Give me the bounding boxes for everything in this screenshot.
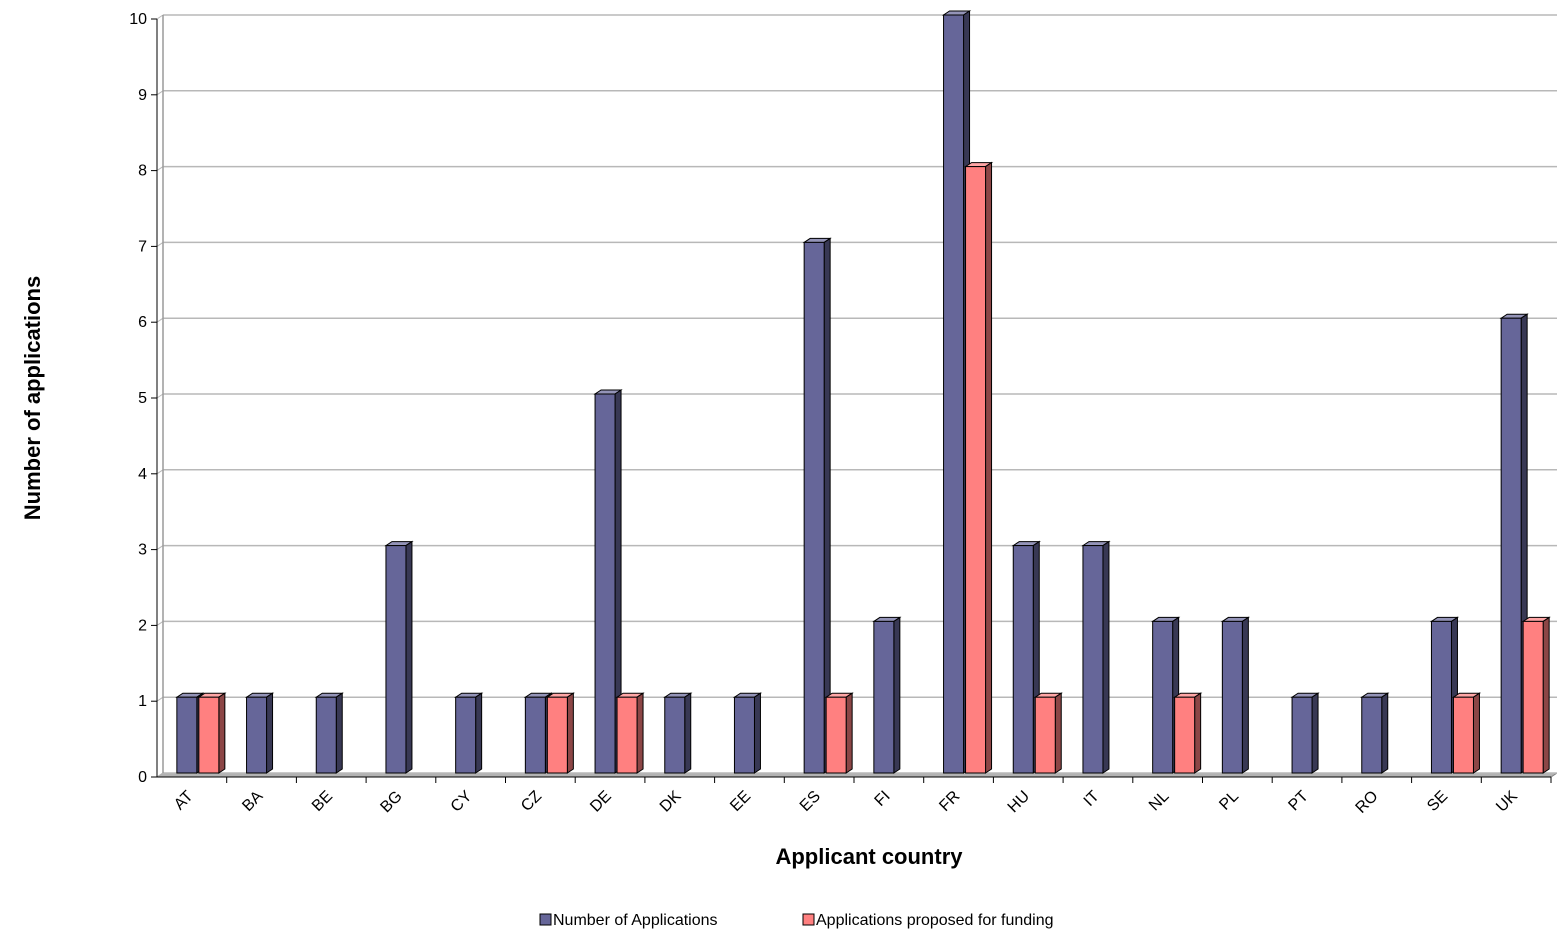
- x-tick-label-ba: BA: [239, 788, 266, 815]
- x-tick-label-ro: RO: [1353, 788, 1382, 817]
- x-tick-label-cy: CY: [448, 788, 476, 816]
- x-tick-label-be: BE: [309, 788, 336, 815]
- x-tick-label-nl: NL: [1146, 788, 1173, 815]
- bar-applications-de: [593, 389, 623, 774]
- bar-funded-se: [1451, 692, 1482, 774]
- bar-funded-de: [615, 692, 645, 774]
- x-tick-label-ee: EE: [727, 788, 754, 815]
- bar-funded-cz: [545, 692, 576, 774]
- x-tick-label-pl: PL: [1216, 788, 1242, 814]
- gridline-depth: [156, 241, 164, 247]
- y-tick-label: 10: [129, 11, 147, 28]
- y-tick-label: 1: [138, 693, 147, 710]
- gridline-depth: [156, 317, 164, 323]
- gridline-depth: [156, 696, 164, 702]
- y-tick-label: 2: [138, 617, 147, 634]
- legend-label: Number of Applications: [553, 912, 718, 929]
- bar-funded-uk: [1521, 616, 1551, 774]
- x-tick-labels: AT BA BE BG CY CZ DE DK EE ES FI FR HU IT NL PL PT RO SE UK: [171, 788, 1521, 817]
- x-tick-label-hu: HU: [1005, 788, 1033, 816]
- x-tick-label-se: SE: [1424, 788, 1451, 815]
- bar-applications-fi: [872, 616, 902, 774]
- y-tick-label: 5: [138, 390, 147, 407]
- x-tick-label-bg: BG: [377, 788, 405, 816]
- gridline-depth: [156, 469, 164, 475]
- x-tick-label-de: DE: [587, 788, 615, 816]
- gridline-depth: [156, 772, 164, 778]
- bar-applications-pt: [1290, 692, 1320, 774]
- legend-swatch: [539, 913, 552, 926]
- y-axis-title: Number of applications: [20, 276, 45, 520]
- gridline-depth: [156, 393, 164, 399]
- x-tick-label-cz: CZ: [518, 788, 545, 815]
- gridlines: [156, 14, 1557, 778]
- bar-funded-nl: [1172, 692, 1203, 774]
- bar-applications-be: [314, 692, 344, 774]
- y-tick-labels: 0 1 2 3 4 5 6 7 8 9 10: [129, 11, 147, 786]
- legend-label: Applications proposed for funding: [816, 912, 1054, 929]
- bar-funded-es: [824, 692, 854, 774]
- axes: [151, 15, 1552, 783]
- gridline-depth: [156, 166, 164, 172]
- gridline-depth: [156, 14, 164, 20]
- y-tick-label: 0: [138, 769, 147, 786]
- legend-swatch: [802, 913, 815, 926]
- x-tick-label-pt: PT: [1285, 788, 1312, 815]
- y-tick-label: 7: [138, 238, 147, 255]
- x-tick-label-at: AT: [171, 788, 197, 814]
- bar-applications-it: [1081, 540, 1111, 774]
- bar-applications-ba: [244, 692, 275, 774]
- gridline-depth: [156, 620, 164, 626]
- gridline-depth: [156, 545, 164, 551]
- x-tick-label-dk: DK: [657, 788, 685, 816]
- gridline-depth: [156, 90, 164, 96]
- x-tick-label-es: ES: [797, 788, 824, 815]
- x-tick-label-fi: FI: [872, 788, 894, 810]
- bar-funded-fr: [963, 161, 994, 774]
- x-tick-label-it: IT: [1081, 788, 1103, 810]
- bar-applications-ee: [732, 692, 763, 774]
- bar-applications-ro: [1360, 692, 1390, 774]
- y-tick-label: 9: [138, 87, 147, 104]
- x-tick-label-uk: UK: [1493, 788, 1521, 816]
- y-tick-label: 8: [138, 163, 147, 180]
- bar-applications-dk: [663, 692, 693, 774]
- y-tick-label: 6: [138, 314, 147, 331]
- bar-applications-cy: [453, 692, 484, 774]
- bar-applications-pl: [1220, 616, 1251, 774]
- x-tick-label-fr: FR: [936, 788, 963, 815]
- bars: [175, 10, 1551, 774]
- bar-funded-at: [197, 692, 227, 774]
- y-tick-label: 3: [138, 542, 147, 559]
- bar-applications-es: [802, 237, 832, 774]
- bar-applications-bg: [384, 540, 414, 774]
- bar-funded-hu: [1033, 692, 1063, 774]
- legend: Number of Applications Applications propo…: [539, 912, 1054, 929]
- y-tick-label: 4: [138, 466, 147, 483]
- x-axis-title: Applicant country: [775, 844, 963, 869]
